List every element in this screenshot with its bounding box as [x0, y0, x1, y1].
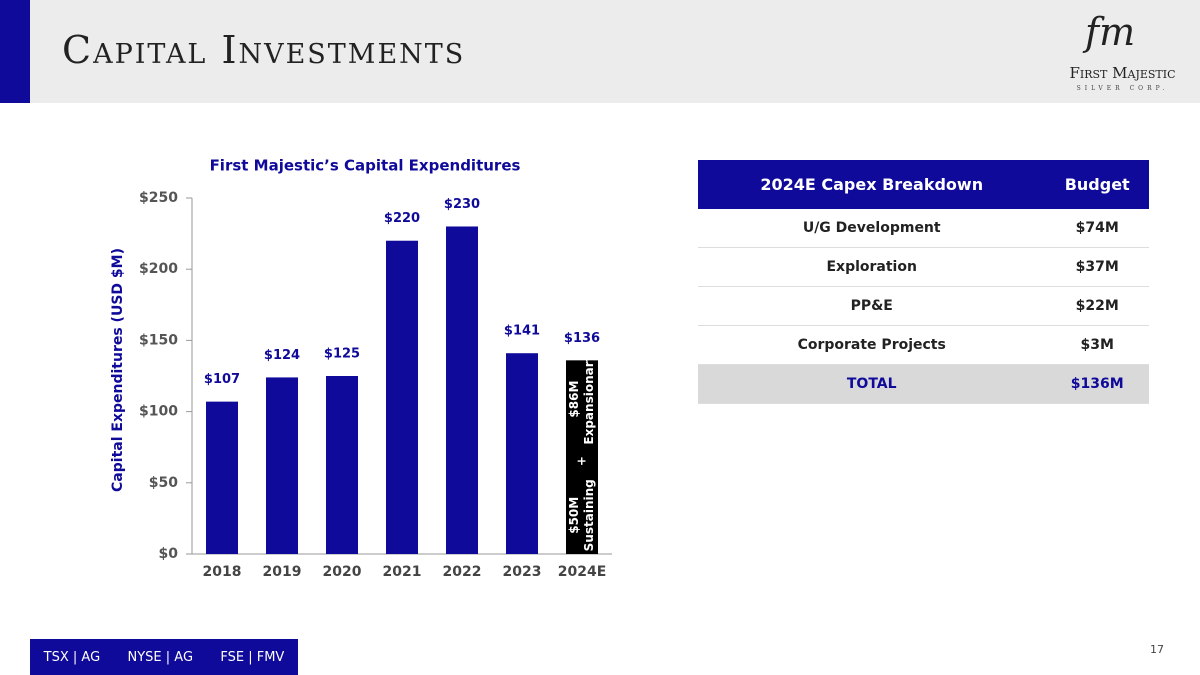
- y-tick-label: $100: [139, 404, 178, 420]
- ticker: FSE | FMV: [220, 649, 285, 665]
- ticker-bar: TSX | AG NYSE | AG FSE | FMV: [30, 639, 298, 675]
- slide-title: Capital Investments: [62, 28, 466, 72]
- table-cell: $3M: [1045, 325, 1149, 365]
- bar: [386, 240, 418, 554]
- y-tick-label: $50: [149, 475, 178, 491]
- table-cell: $136M: [1045, 364, 1149, 404]
- table-cell: Corporate Projects: [698, 325, 1046, 365]
- value-label: $107: [204, 372, 240, 387]
- chart: First Majestic’s Capital Expenditures Ca…: [110, 157, 612, 580]
- bar-annotation: Sustaining: [582, 479, 596, 551]
- value-label: $136: [564, 331, 600, 346]
- logo-name: First Majestic: [1069, 64, 1176, 82]
- table-cell: $74M: [1045, 209, 1149, 248]
- bar-annotation: $50M: [567, 497, 581, 534]
- x-tick-label: 2018: [203, 564, 242, 580]
- y-tick-label: $200: [139, 261, 178, 277]
- x-tick-label: 2022: [443, 564, 482, 580]
- x-tick-label: 2019: [263, 564, 302, 580]
- logo-mark: fm: [1085, 10, 1136, 54]
- ticker: TSX | AG: [43, 649, 101, 665]
- bar-annotation: Expansionary: [582, 353, 596, 444]
- table-cell: $37M: [1045, 247, 1149, 287]
- table-cell: PP&E: [698, 286, 1046, 326]
- value-label: $125: [324, 347, 360, 362]
- bar: [446, 226, 478, 555]
- y-tick-label: $0: [159, 546, 179, 562]
- value-label: $124: [264, 348, 300, 363]
- bar: [506, 353, 538, 554]
- table-row: U/G Development $74M: [698, 209, 1149, 248]
- page-number: 17: [1150, 643, 1164, 656]
- bar-annotation: $86M: [567, 381, 581, 418]
- value-label: $230: [444, 197, 480, 212]
- value-label: $141: [504, 324, 540, 339]
- header-band: [0, 0, 1200, 103]
- x-tick-label: 2024E: [558, 564, 607, 580]
- table-row: Exploration $37M: [698, 247, 1149, 287]
- bar: [566, 360, 598, 554]
- logo-sub: SILVER CORP.: [1076, 85, 1169, 92]
- bar: [266, 377, 298, 554]
- x-tick-label: 2020: [323, 564, 362, 580]
- table-cell: TOTAL: [698, 364, 1046, 404]
- table-cell: U/G Development: [698, 209, 1046, 248]
- y-tick-label: $150: [139, 332, 178, 348]
- table-header: 2024E Capex Breakdown: [698, 160, 1046, 209]
- bar: [326, 376, 358, 554]
- table-row: Corporate Projects $3M: [698, 325, 1149, 365]
- ticker: NYSE | AG: [127, 649, 194, 665]
- bar: [206, 401, 238, 554]
- table-cell: $22M: [1045, 286, 1149, 326]
- table-row: PP&E $22M: [698, 286, 1149, 326]
- value-label: $220: [384, 211, 420, 226]
- header-accent: [0, 0, 30, 103]
- x-tick-label: 2021: [383, 564, 422, 580]
- capex-table: 2024E Capex Breakdown Budget U/G Developm…: [698, 160, 1149, 404]
- y-tick-label: $250: [139, 190, 178, 206]
- table-cell: Exploration: [698, 247, 1046, 287]
- table-row: TOTAL $136M: [698, 364, 1149, 404]
- y-axis-label: Capital Expenditures (USD $M): [110, 248, 126, 492]
- bar-annotation: +: [575, 456, 589, 466]
- x-tick-label: 2023: [503, 564, 542, 580]
- chart-title: First Majestic’s Capital Expenditures: [210, 157, 521, 175]
- table-header: Budget: [1045, 160, 1149, 209]
